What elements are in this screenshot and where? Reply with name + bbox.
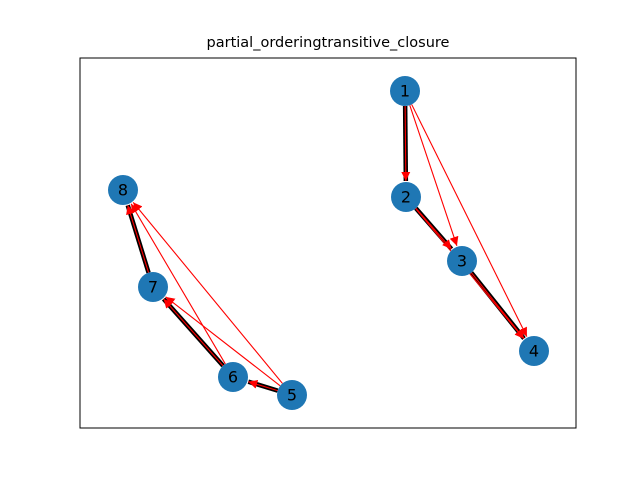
closure-edge-5-6 — [248, 379, 278, 392]
node-label-8: 8 — [118, 181, 128, 200]
node-1: 1 — [390, 76, 420, 106]
node-label-6: 6 — [228, 368, 238, 387]
node-7: 7 — [138, 272, 168, 302]
node-4: 4 — [519, 336, 549, 366]
closure-edge-7-8 — [126, 205, 150, 273]
node-circle-8 — [108, 175, 138, 205]
node-circle-1 — [390, 76, 420, 106]
node-circle-5 — [277, 380, 307, 410]
axes-frame — [79, 57, 577, 429]
node-circle-3 — [447, 246, 477, 276]
node-label-5: 5 — [287, 386, 297, 405]
node-2: 2 — [391, 182, 421, 212]
node-label-1: 1 — [400, 82, 410, 101]
node-label-3: 3 — [457, 252, 467, 271]
closure-edge-6-7 — [163, 298, 224, 367]
closure-edge-1-3 — [409, 105, 459, 247]
node-6: 6 — [218, 362, 248, 392]
node-label-4: 4 — [529, 342, 539, 361]
closure-edge-2-3 — [415, 207, 452, 250]
node-label-7: 7 — [148, 278, 158, 297]
closure-edge-5-7 — [165, 296, 281, 387]
node-label-2: 2 — [401, 188, 411, 207]
figure-title: partial_orderingtransitive_closure — [206, 35, 450, 51]
nodes: 1 2 3 4 5 6 7 8 — [108, 76, 549, 410]
node-8: 8 — [108, 175, 138, 205]
closure-edge-1-4 — [411, 104, 528, 337]
node-circle-2 — [391, 182, 421, 212]
node-circle-4 — [519, 336, 549, 366]
node-5: 5 — [277, 380, 307, 410]
node-circle-6 — [218, 362, 248, 392]
node-3: 3 — [447, 246, 477, 276]
node-circle-7 — [138, 272, 168, 302]
closure-edge-5-8 — [132, 201, 283, 384]
closure-edge-3-4 — [470, 272, 525, 339]
closure-edge-6-8 — [130, 203, 226, 365]
closure-edge-1-2 — [401, 105, 411, 182]
